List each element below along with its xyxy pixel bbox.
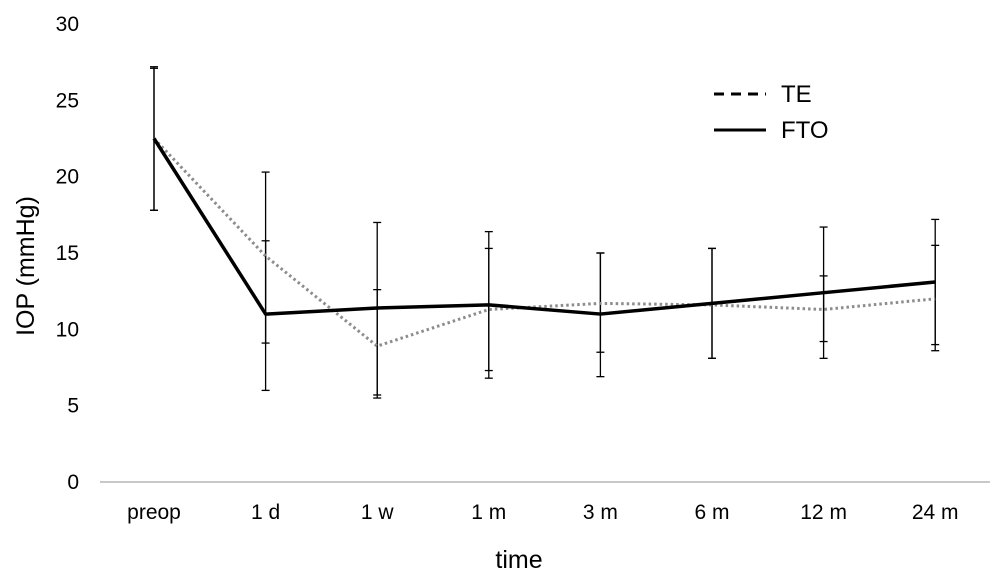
series-line-te <box>152 137 936 348</box>
error-bar-fto <box>373 221 382 399</box>
y-tick-label: 30 <box>56 13 79 36</box>
y-tick-label: 20 <box>56 166 79 189</box>
x-tick-label: 1 m <box>471 501 506 524</box>
x-axis-title: time <box>495 546 542 574</box>
legend-te-label: TE <box>781 81 812 108</box>
x-tick-label: 1 w <box>361 501 395 524</box>
series-lines <box>152 137 936 348</box>
series-line-fto <box>152 137 936 316</box>
x-tick-label: 6 m <box>694 501 729 524</box>
y-axis-title: IOP (mmHg) <box>12 196 40 336</box>
x-axis-ticks: preop 1 d 1 w 1 m 3 m 6 m 12 m 24 m <box>127 501 958 524</box>
legend: TE FTO <box>714 81 829 144</box>
legend-fto-label: FTO <box>781 117 829 144</box>
error-bar-fto <box>931 218 940 352</box>
y-tick-label: 25 <box>56 89 79 112</box>
x-tick-label: 1 d <box>251 501 280 524</box>
x-tick-label: 24 m <box>912 501 959 524</box>
y-tick-label: 0 <box>67 471 79 494</box>
x-tick-label: 3 m <box>583 501 618 524</box>
y-tick-label: 10 <box>56 318 79 341</box>
y-tick-label: 5 <box>67 395 79 418</box>
y-axis-ticks: 0 5 10 15 20 25 30 <box>56 13 79 494</box>
x-tick-label: 12 m <box>800 501 847 524</box>
x-tick-label: preop <box>127 501 181 524</box>
y-tick-label: 15 <box>56 242 79 265</box>
